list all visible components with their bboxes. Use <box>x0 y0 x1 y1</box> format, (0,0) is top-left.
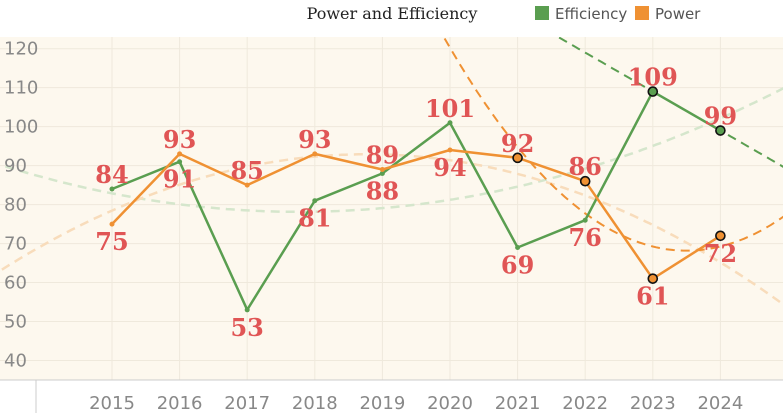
point-efficiency-2018 <box>312 198 318 204</box>
trend-line-power-overall <box>0 153 783 306</box>
y-tick-label: 60 <box>4 273 27 294</box>
y-tick-label: 100 <box>4 117 38 138</box>
data-label-efficiency-2021: 69 <box>501 250 534 279</box>
data-labels: 84 91 53 81 88 101 69 76 109 99 75 93 85 93 89 94 92 86 61… <box>95 63 737 342</box>
point-power-2021 <box>512 152 523 164</box>
point-efficiency-2017 <box>244 307 250 313</box>
point-efficiency-2023 <box>647 86 659 97</box>
point-efficiency-2015 <box>109 186 115 192</box>
x-tick-label: 2022 <box>562 393 608 413</box>
legend: Efficiency Power <box>535 5 701 23</box>
data-label-efficiency-2016: 91 <box>163 165 196 194</box>
point-power-2020 <box>447 147 453 153</box>
point-power-2018 <box>312 151 318 157</box>
data-label-efficiency-2017: 53 <box>230 313 263 342</box>
y-tick-label: 120 <box>4 39 38 60</box>
x-tick-label: 2018 <box>292 393 338 413</box>
data-label-efficiency-2022: 76 <box>568 223 601 252</box>
axis-ticks: 40 50 60 70 80 90 100 110 120 2015 2016 2017 2018 201… <box>4 39 743 413</box>
trend-line-efficiency-highlight <box>556 37 783 168</box>
series-line-efficiency <box>111 90 722 312</box>
data-label-power-2024: 72 <box>704 239 737 268</box>
data-label-efficiency-2020: 101 <box>425 94 475 123</box>
point-efficiency-2021 <box>515 244 521 250</box>
legend-swatch-efficiency <box>535 6 549 20</box>
data-label-power-2021: 92 <box>501 129 534 158</box>
y-tick-label: 50 <box>4 312 27 333</box>
x-tick-label: 2017 <box>224 393 270 413</box>
legend-swatch-power <box>635 6 649 20</box>
trend-line-power-highlight <box>442 37 783 252</box>
grid <box>0 37 783 380</box>
point-efficiency-2016 <box>177 159 183 165</box>
legend-label-efficiency: Efficiency <box>555 5 627 23</box>
x-tick-label: 2016 <box>157 393 203 413</box>
point-power-2019 <box>379 167 385 173</box>
x-tick-label: 2021 <box>495 393 541 413</box>
data-label-power-2016: 93 <box>163 125 196 154</box>
x-tick-label: 2015 <box>89 393 135 413</box>
chart-title: Power and Efficiency <box>307 4 478 23</box>
x-tick-label: 2020 <box>427 393 473 413</box>
point-efficiency-2024 <box>715 125 726 136</box>
data-label-power-2018: 93 <box>298 125 331 154</box>
x-tick-label: 2024 <box>697 393 743 413</box>
data-label-efficiency-2018: 81 <box>298 204 331 233</box>
point-power-2024 <box>715 230 726 242</box>
y-tick-label: 80 <box>4 195 27 216</box>
data-label-power-2017: 85 <box>230 156 263 185</box>
point-power-2017 <box>244 182 250 188</box>
point-power-2022 <box>579 175 591 187</box>
point-power-2016 <box>177 151 183 157</box>
data-label-efficiency-2015: 84 <box>95 160 128 189</box>
point-efficiency-2022 <box>582 217 588 223</box>
data-label-power-2015: 75 <box>95 227 128 256</box>
data-label-power-2019: 89 <box>366 141 399 170</box>
y-tick-label: 40 <box>4 351 27 372</box>
point-efficiency-2019 <box>379 170 385 176</box>
data-label-efficiency-2023: 109 <box>628 63 678 92</box>
data-label-efficiency-2019: 88 <box>366 176 399 205</box>
data-label-efficiency-2024: 99 <box>704 102 737 131</box>
y-tick-label: 110 <box>4 78 38 99</box>
x-tick-label: 2019 <box>359 393 405 413</box>
y-tick-label: 90 <box>4 156 27 177</box>
data-label-power-2023: 61 <box>636 282 669 311</box>
data-label-power-2022: 86 <box>568 152 601 181</box>
legend-label-power: Power <box>655 5 701 23</box>
data-label-power-2020: 94 <box>433 153 466 182</box>
point-power-2023 <box>647 273 659 284</box>
series-line-power <box>111 148 722 280</box>
chart-header: Power and Efficiency Efficiency Power <box>307 4 702 23</box>
point-power-2015 <box>109 221 115 227</box>
x-tick-label: 2023 <box>630 393 676 413</box>
point-efficiency-2020 <box>447 120 453 126</box>
y-tick-label: 70 <box>4 234 27 255</box>
series-layer <box>109 86 726 313</box>
